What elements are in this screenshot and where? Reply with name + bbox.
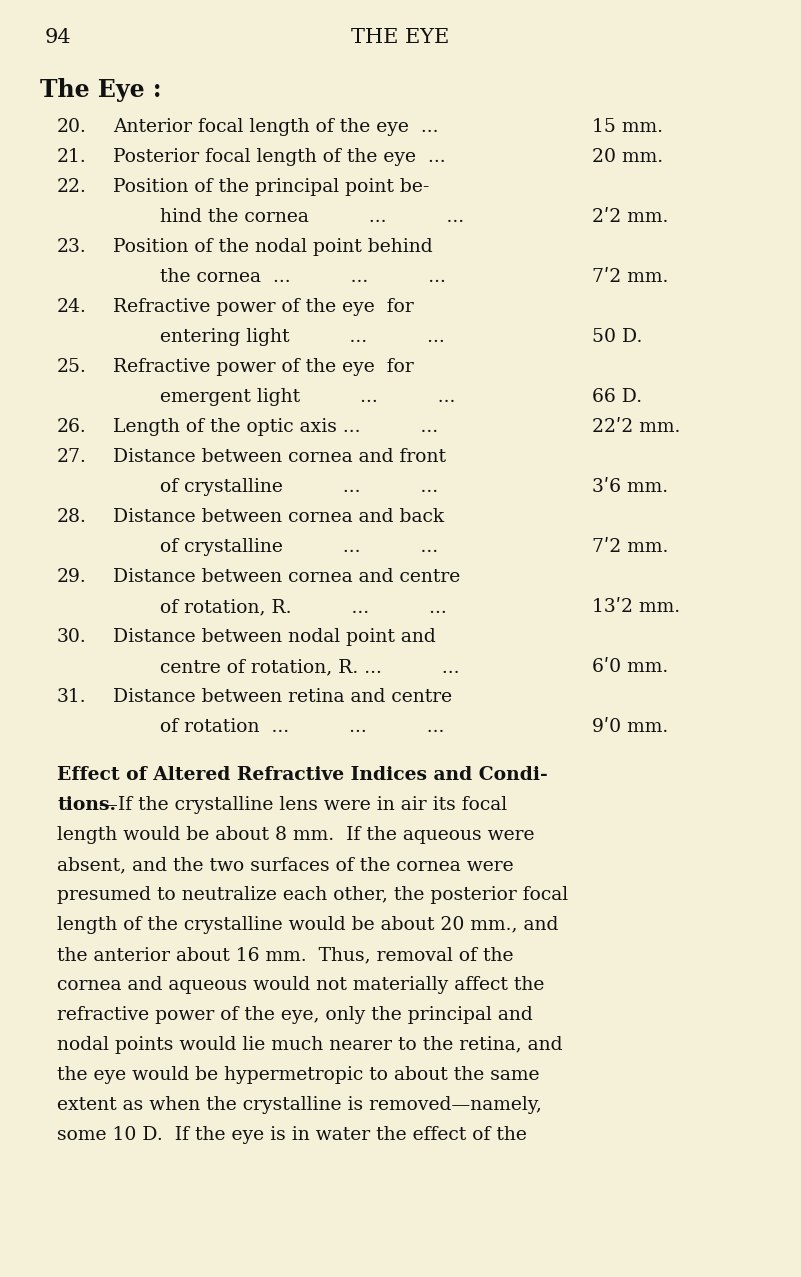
Text: some 10 D.  If the eye is in water the effect of the: some 10 D. If the eye is in water the ef… bbox=[57, 1126, 527, 1144]
Text: presumed to neutralize each other, the posterior focal: presumed to neutralize each other, the p… bbox=[57, 886, 568, 904]
Text: 3ʹ6 mm.: 3ʹ6 mm. bbox=[592, 478, 668, 495]
Text: 21.: 21. bbox=[57, 148, 87, 166]
Text: 2ʹ2 mm.: 2ʹ2 mm. bbox=[592, 208, 668, 226]
Text: 13ʹ2 mm.: 13ʹ2 mm. bbox=[592, 598, 680, 616]
Text: of rotation, R.          ...          ...: of rotation, R. ... ... bbox=[160, 598, 447, 616]
Text: 28.: 28. bbox=[57, 508, 87, 526]
Text: the anterior about 16 mm.  Thus, removal of the: the anterior about 16 mm. Thus, removal … bbox=[57, 946, 513, 964]
Text: the eye would be hypermetropic to about the same: the eye would be hypermetropic to about … bbox=[57, 1066, 540, 1084]
Text: Distance between cornea and back: Distance between cornea and back bbox=[113, 508, 444, 526]
Text: Position of the principal point be-: Position of the principal point be- bbox=[113, 178, 429, 195]
Text: 15 mm.: 15 mm. bbox=[592, 117, 663, 135]
Text: length would be about 8 mm.  If the aqueous were: length would be about 8 mm. If the aqueo… bbox=[57, 826, 534, 844]
Text: 22.: 22. bbox=[57, 178, 87, 195]
Text: 23.: 23. bbox=[57, 238, 87, 255]
Text: Anterior focal length of the eye  ...: Anterior focal length of the eye ... bbox=[113, 117, 438, 135]
Text: 94: 94 bbox=[45, 28, 71, 47]
Text: Distance between nodal point and: Distance between nodal point and bbox=[113, 628, 436, 646]
Text: Refractive power of the eye  for: Refractive power of the eye for bbox=[113, 298, 414, 315]
Text: 7ʹ2 mm.: 7ʹ2 mm. bbox=[592, 538, 668, 555]
Text: 29.: 29. bbox=[57, 568, 87, 586]
Text: of crystalline          ...          ...: of crystalline ... ... bbox=[160, 478, 438, 495]
Text: 31.: 31. bbox=[57, 688, 87, 706]
Text: 7ʹ2 mm.: 7ʹ2 mm. bbox=[592, 268, 668, 286]
Text: absent, and the two surfaces of the cornea were: absent, and the two surfaces of the corn… bbox=[57, 856, 513, 873]
Text: tions.: tions. bbox=[57, 796, 116, 813]
Text: 25.: 25. bbox=[57, 358, 87, 375]
Text: Position of the nodal point behind: Position of the nodal point behind bbox=[113, 238, 433, 255]
Text: 9ʹ0 mm.: 9ʹ0 mm. bbox=[592, 718, 668, 736]
Text: Distance between retina and centre: Distance between retina and centre bbox=[113, 688, 452, 706]
Text: Distance between cornea and centre: Distance between cornea and centre bbox=[113, 568, 461, 586]
Text: hind the cornea          ...          ...: hind the cornea ... ... bbox=[160, 208, 464, 226]
Text: 22ʹ2 mm.: 22ʹ2 mm. bbox=[592, 418, 680, 435]
Text: nodal points would lie much nearer to the retina, and: nodal points would lie much nearer to th… bbox=[57, 1036, 562, 1054]
Text: length of the crystalline would be about 20 mm., and: length of the crystalline would be about… bbox=[57, 916, 558, 933]
Text: 20 mm.: 20 mm. bbox=[592, 148, 663, 166]
Text: 24.: 24. bbox=[57, 298, 87, 315]
Text: 26.: 26. bbox=[57, 418, 87, 435]
Text: extent as when the crystalline is removed—namely,: extent as when the crystalline is remove… bbox=[57, 1096, 541, 1114]
Text: emergent light          ...          ...: emergent light ... ... bbox=[160, 388, 456, 406]
Text: —If the crystalline lens were in air its focal: —If the crystalline lens were in air its… bbox=[99, 796, 507, 813]
Text: 6ʹ0 mm.: 6ʹ0 mm. bbox=[592, 658, 668, 676]
Text: Length of the optic axis ...          ...: Length of the optic axis ... ... bbox=[113, 418, 438, 435]
Text: refractive power of the eye, only the principal and: refractive power of the eye, only the pr… bbox=[57, 1006, 533, 1024]
Text: of crystalline          ...          ...: of crystalline ... ... bbox=[160, 538, 438, 555]
Text: centre of rotation, R. ...          ...: centre of rotation, R. ... ... bbox=[160, 658, 460, 676]
Text: Effect of Altered Refractive Indices and Condi-: Effect of Altered Refractive Indices and… bbox=[57, 766, 548, 784]
Text: The Eye :: The Eye : bbox=[40, 78, 162, 102]
Text: Refractive power of the eye  for: Refractive power of the eye for bbox=[113, 358, 414, 375]
Text: 20.: 20. bbox=[57, 117, 87, 135]
Text: the cornea  ...          ...          ...: the cornea ... ... ... bbox=[160, 268, 446, 286]
Text: cornea and aqueous would not materially affect the: cornea and aqueous would not materially … bbox=[57, 976, 545, 994]
Text: Posterior focal length of the eye  ...: Posterior focal length of the eye ... bbox=[113, 148, 445, 166]
Text: of rotation  ...          ...          ...: of rotation ... ... ... bbox=[160, 718, 445, 736]
Text: Distance between cornea and front: Distance between cornea and front bbox=[113, 448, 446, 466]
Text: 50 D.: 50 D. bbox=[592, 328, 642, 346]
Text: 27.: 27. bbox=[57, 448, 87, 466]
Text: 66 D.: 66 D. bbox=[592, 388, 642, 406]
Text: THE EYE: THE EYE bbox=[352, 28, 449, 47]
Text: entering light          ...          ...: entering light ... ... bbox=[160, 328, 445, 346]
Text: 30.: 30. bbox=[57, 628, 87, 646]
